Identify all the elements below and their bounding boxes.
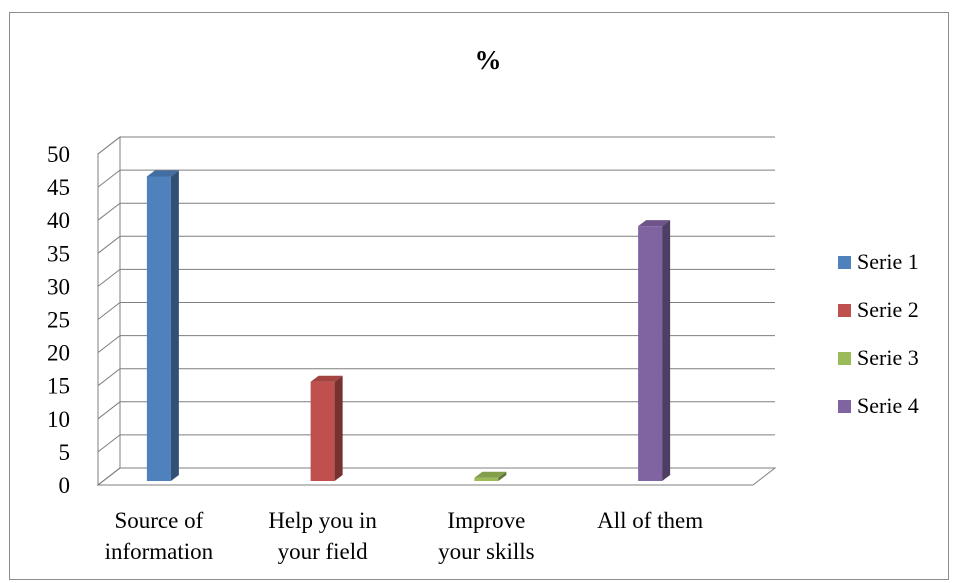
- legend-swatch: [838, 304, 851, 317]
- y-tick-label: 5: [59, 440, 71, 465]
- y-tick-label: 20: [47, 341, 70, 366]
- gridline: [97, 368, 775, 387]
- bar-2: [310, 375, 343, 481]
- y-axis-ticks: 0 5 10 15 20 25 30 35 40 45 50: [47, 142, 70, 498]
- bar-3: [474, 471, 507, 481]
- chart-title: %: [475, 45, 502, 75]
- bar-side: [662, 220, 671, 481]
- bar-front: [146, 176, 171, 482]
- y-tick-label: 45: [47, 175, 70, 200]
- gridline: [97, 335, 775, 353]
- y-tick-label: 10: [47, 407, 70, 432]
- legend-label: Serie 3: [857, 345, 919, 370]
- floor: [96, 467, 777, 486]
- bars: [146, 170, 671, 482]
- bar-top: [474, 471, 507, 478]
- bar-front: [310, 381, 335, 481]
- gridline: [97, 235, 775, 254]
- gridline: [97, 169, 775, 188]
- category-label: your skills: [438, 539, 535, 564]
- gridline: [97, 302, 775, 320]
- gridlines: [97, 136, 775, 486]
- y-tick-label: 0: [59, 473, 71, 498]
- bar-side: [334, 375, 343, 481]
- legend-label: Serie 2: [857, 297, 919, 322]
- y-tick-label: 35: [47, 241, 70, 266]
- bar-top: [638, 220, 671, 227]
- y-tick-label: 30: [47, 274, 70, 299]
- category-label: Improve: [447, 508, 525, 533]
- legend-swatch: [838, 256, 851, 269]
- y-tick-label: 15: [47, 374, 70, 399]
- gridline: [97, 467, 775, 486]
- category-label: Help you in: [268, 508, 377, 533]
- bar-top: [146, 170, 179, 177]
- category-label: Source of: [114, 508, 203, 533]
- category-label: information: [105, 539, 214, 564]
- category-label: All of them: [597, 508, 703, 533]
- bar-front: [638, 226, 663, 481]
- y-tick-label: 50: [47, 142, 70, 167]
- gridline: [97, 202, 775, 221]
- category-label: your field: [278, 539, 369, 564]
- legend-swatch: [838, 400, 851, 413]
- legend: Serie 1 Serie 2 Serie 3 Serie 4: [838, 249, 919, 418]
- bar-side: [170, 170, 179, 482]
- legend-label: Serie 1: [857, 249, 919, 274]
- y-tick-label: 25: [47, 308, 70, 333]
- bar-1: [146, 170, 179, 482]
- gridline: [97, 268, 775, 287]
- bar-4: [638, 220, 671, 481]
- bar-front: [474, 477, 499, 481]
- y-tick-label: 40: [47, 208, 70, 233]
- bar-top: [310, 375, 343, 382]
- legend-swatch: [838, 352, 851, 365]
- x-axis-categories: Source of information Help you in your fiel…: [105, 508, 704, 564]
- bar-side: [498, 471, 507, 481]
- gridline: [97, 401, 775, 420]
- gridline: [97, 434, 775, 453]
- gridline: [97, 136, 775, 155]
- legend-label: Serie 4: [857, 393, 919, 418]
- chart-walls: [96, 135, 777, 487]
